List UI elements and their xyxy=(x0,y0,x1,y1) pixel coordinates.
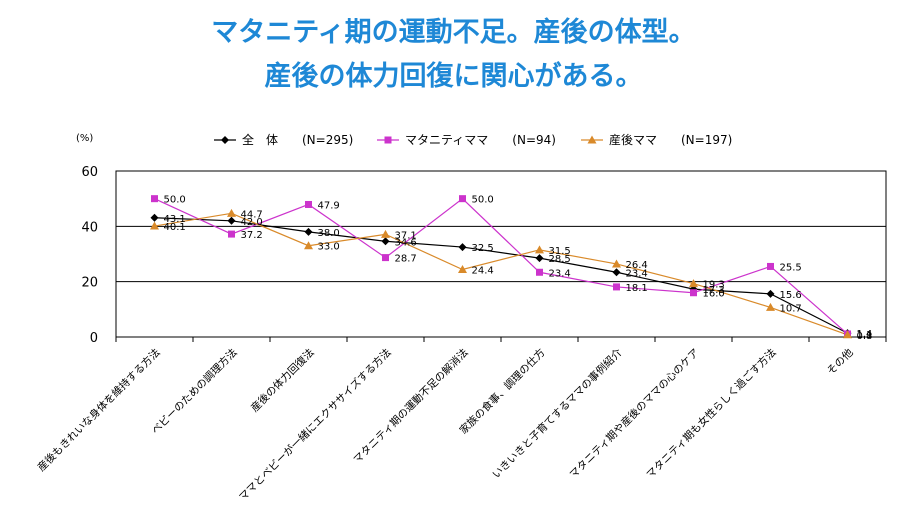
series-line xyxy=(154,212,848,336)
data-label: 25.5 xyxy=(780,262,802,273)
data-label: 50.0 xyxy=(472,195,494,206)
data-point xyxy=(227,208,236,217)
data-label: 37.1 xyxy=(395,230,417,241)
y-tick-label: 60 xyxy=(81,165,98,180)
data-label: 37.2 xyxy=(241,230,263,241)
data-point xyxy=(150,213,159,222)
data-point xyxy=(690,289,697,297)
x-category-label: いきいきと子育てするママの事例紹介 xyxy=(489,346,624,481)
x-category-label: ベビーのための調理方法 xyxy=(149,346,240,437)
data-label: 23.4 xyxy=(549,268,571,279)
data-point xyxy=(458,264,467,273)
data-label: 47.9 xyxy=(318,200,340,211)
data-point xyxy=(766,302,775,311)
series-line xyxy=(154,197,848,335)
data-point xyxy=(382,254,389,262)
data-label: 50.0 xyxy=(164,195,186,206)
data-point xyxy=(151,195,158,203)
x-category-label: マタニティ期も女性らしく過ごす方法 xyxy=(644,346,779,481)
data-point xyxy=(843,330,852,339)
data-point xyxy=(766,289,775,298)
data-point xyxy=(228,230,235,238)
data-label: 1.4 xyxy=(857,329,873,340)
data-label: 34.6 xyxy=(395,237,417,248)
x-category-label: その他 xyxy=(824,346,856,378)
data-label: 31.5 xyxy=(549,246,571,257)
data-point xyxy=(150,221,159,230)
data-label: 38.0 xyxy=(318,228,340,239)
data-label: 40.1 xyxy=(164,222,186,233)
data-label: 17.3 xyxy=(703,285,725,296)
data-point xyxy=(381,237,390,246)
data-point xyxy=(381,229,390,238)
data-label: 43.1 xyxy=(164,214,186,225)
data-label: 15.6 xyxy=(780,290,802,301)
data-label: 16.0 xyxy=(703,289,725,300)
legend-label: 全 体 (N=295) xyxy=(242,132,353,147)
data-point xyxy=(535,245,544,254)
data-point xyxy=(304,241,313,250)
data-point xyxy=(612,268,621,277)
plot-frame xyxy=(115,170,887,338)
data-point xyxy=(227,216,236,225)
legend-label: マタニティママ (N=94) xyxy=(405,133,556,147)
data-point xyxy=(689,279,698,288)
data-label: 10.7 xyxy=(780,303,802,314)
data-point xyxy=(458,243,467,252)
data-point xyxy=(459,195,466,203)
data-label: 44.7 xyxy=(241,209,263,220)
x-category-label: マタニティ期や産後のママの心のケア xyxy=(567,346,702,481)
x-category-label: 産後の体力回復法 xyxy=(248,346,317,415)
y-tick-label: 40 xyxy=(81,220,98,235)
y-tick-label: 20 xyxy=(81,276,98,291)
data-label: 0.8 xyxy=(857,331,873,342)
data-point xyxy=(536,268,543,276)
data-label: 1.1 xyxy=(857,330,873,341)
y-tick-label: 0 xyxy=(90,331,98,346)
series-line xyxy=(154,217,848,334)
data-label: 42.0 xyxy=(241,217,263,228)
data-label: 23.4 xyxy=(626,268,648,279)
data-point xyxy=(587,135,597,144)
data-point xyxy=(384,136,392,144)
data-label: 19.3 xyxy=(703,280,725,291)
y-axis-unit: (%) xyxy=(76,133,93,144)
data-point xyxy=(305,200,312,208)
data-point xyxy=(612,259,621,268)
x-category-label: 産後もきれいな身体を維持する方法 xyxy=(35,346,163,474)
x-category-label: ママとベビーが一緒にエクササイズする方法 xyxy=(236,346,393,503)
data-point xyxy=(767,262,774,270)
data-label: 28.7 xyxy=(395,254,417,265)
data-label: 24.4 xyxy=(472,265,494,276)
data-point xyxy=(221,136,229,144)
x-category-label: 家族の食事、調理の仕方 xyxy=(457,346,548,437)
legend-label: 産後ママ (N=197) xyxy=(609,132,732,147)
chart-title-line1: マタニティ期の運動不足。産後の体型。 xyxy=(211,17,696,48)
data-label: 18.1 xyxy=(626,283,648,294)
data-label: 26.4 xyxy=(626,260,648,271)
data-point xyxy=(304,227,313,236)
data-label: 32.5 xyxy=(472,243,494,254)
chart-title-line2: 産後の体力回復に関心がある。 xyxy=(264,61,643,92)
data-label: 33.0 xyxy=(318,242,340,253)
data-point xyxy=(613,283,620,291)
data-point xyxy=(535,254,544,263)
data-label: 28.5 xyxy=(549,254,571,265)
